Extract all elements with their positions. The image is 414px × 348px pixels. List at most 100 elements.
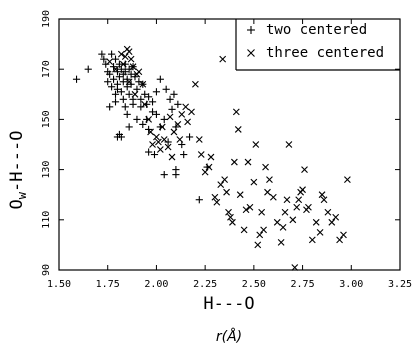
three-centered-point: [324, 208, 332, 216]
two-centered-point: [164, 138, 172, 146]
two-centered-point: [135, 78, 143, 86]
three-centered-point: [229, 218, 236, 226]
two-centered-point: [111, 90, 120, 98]
legend-plus-marker: [247, 26, 255, 34]
three-centered-point: [192, 80, 199, 88]
two-centered-point: [145, 93, 153, 101]
three-centered-point: [299, 186, 306, 194]
three-centered-point: [279, 223, 287, 231]
three-centered-point: [240, 226, 248, 234]
y-tick-label: 130: [41, 161, 52, 179]
two-centered-point: [108, 83, 116, 91]
x-tick-label: 2.00: [144, 279, 168, 290]
two-centered-point: [123, 110, 131, 118]
three-centered-point: [217, 181, 225, 189]
x-tick-label: 2.25: [193, 279, 217, 290]
three-centered-point: [221, 176, 229, 184]
three-centered-point: [269, 193, 277, 201]
two-centered-point: [156, 75, 164, 83]
x-tick-label: 3.00: [339, 279, 363, 290]
two-centered-point: [104, 78, 112, 86]
three-centered-point: [295, 196, 303, 204]
two-centered-point: [160, 171, 168, 179]
three-centered-point: [340, 231, 347, 239]
data-points: [72, 45, 351, 271]
three-centered-point: [312, 218, 320, 226]
two-centered-point: [137, 95, 145, 103]
three-centered-point: [211, 193, 219, 201]
x-tick-label: 3.25: [388, 279, 412, 290]
two-centered-point: [109, 75, 118, 83]
two-centered-point: [125, 65, 133, 73]
three-centered-point: [225, 208, 232, 216]
two-centered-point: [125, 123, 133, 131]
two-centered-point: [127, 70, 135, 78]
three-centered-point: [135, 68, 143, 76]
two-centered-point: [117, 88, 125, 96]
three-centered-point: [147, 128, 154, 136]
two-centered-point: [172, 171, 180, 179]
three-centered-point: [201, 168, 209, 176]
three-centered-point: [195, 136, 203, 143]
three-centered-point: [131, 90, 139, 98]
three-centered-point: [246, 203, 254, 211]
x-axis-title: H---O: [203, 294, 254, 314]
three-centered-point: [343, 176, 351, 184]
three-centered-point: [178, 110, 186, 118]
three-centered-point: [230, 158, 238, 166]
three-centered-point: [234, 126, 242, 133]
legend: two centered three centered: [235, 19, 400, 71]
two-centered-point: [166, 95, 174, 103]
two-centered-point: [121, 68, 129, 76]
three-centered-point: [164, 143, 172, 151]
x-tick-label: 1.50: [47, 279, 71, 290]
three-centered-point: [264, 188, 271, 196]
x-tick-label: 2.75: [291, 279, 315, 290]
x-tick-label: 1.75: [96, 279, 120, 290]
y-axis-title: Ow-H---O: [7, 131, 29, 210]
two-centered-point: [72, 75, 81, 83]
three-centered-point: [318, 191, 326, 199]
three-centered-point: [112, 65, 119, 73]
two-centered-point: [168, 105, 176, 113]
two-centered-point: [115, 130, 124, 139]
three-centered-point: [293, 203, 301, 211]
three-centered-point: [188, 108, 195, 116]
three-centered-point: [141, 100, 149, 108]
two-centered-point: [113, 85, 122, 93]
three-centered-point: [176, 136, 184, 143]
two-centered-point: [100, 55, 108, 63]
two-centered-point: [137, 103, 145, 111]
two-centered-point: [162, 85, 170, 93]
three-centered-point: [119, 60, 127, 68]
y-axis-title-main: O: [7, 199, 27, 209]
y-tick-label: 150: [41, 110, 52, 128]
three-centered-point: [320, 196, 328, 204]
three-centered-point: [252, 141, 260, 148]
three-centered-point: [184, 118, 191, 126]
two-centered-point: [141, 90, 149, 98]
two-centered-point: [102, 60, 110, 68]
two-centered-point: [180, 150, 188, 159]
two-centered-point: [152, 110, 161, 118]
three-centered-point: [266, 176, 273, 184]
three-centered-point: [145, 116, 153, 123]
three-centered-point: [242, 206, 250, 214]
two-centered-point: [84, 65, 92, 73]
three-centered-point: [250, 178, 258, 186]
two-centered-point: [119, 95, 127, 103]
three-centered-point: [166, 113, 174, 121]
three-centered-point: [301, 166, 308, 173]
three-centered-point: [154, 138, 162, 146]
ticks: 1.50 1.75 2.00 2.25 2.50 2.75 3.00 3.25 90 110 130…: [41, 10, 412, 290]
two-centered-point: [111, 55, 120, 63]
two-centered-point: [115, 73, 124, 81]
three-centered-point: [262, 163, 269, 171]
two-centered-point: [119, 78, 127, 86]
two-centered-point: [150, 150, 159, 159]
three-centered-point: [156, 146, 164, 153]
two-centered-point: [108, 50, 116, 58]
three-centered-point: [254, 241, 262, 249]
three-centered-point: [232, 108, 240, 116]
